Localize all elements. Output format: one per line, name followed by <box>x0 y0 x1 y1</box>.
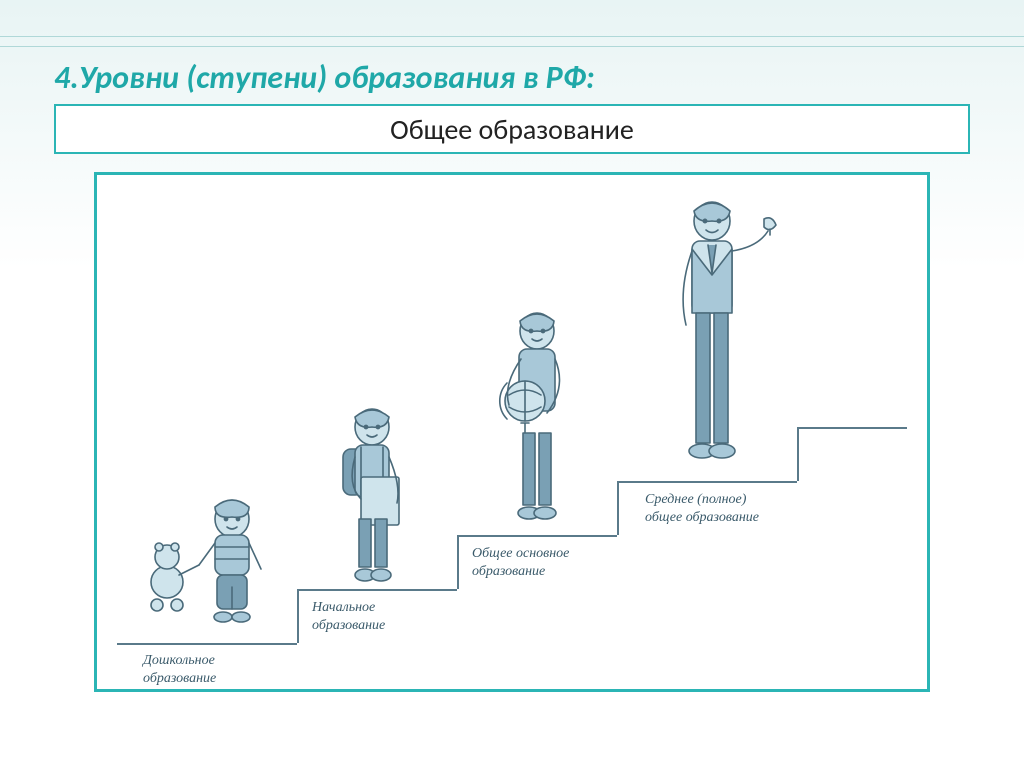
step-label: Среднее (полное)общее образование <box>645 491 759 526</box>
figure-teen_graduate <box>642 195 792 481</box>
bg-line <box>0 46 1024 47</box>
figure-schoolboy_backpack <box>317 399 427 589</box>
diagram-frame: Дошкольноеобразование Начальноеобразовани… <box>94 172 930 692</box>
stair-riser <box>457 535 459 589</box>
bg-line <box>0 36 1024 37</box>
staircase-diagram: Дошкольноеобразование Начальноеобразовани… <box>97 175 927 689</box>
stair-tread <box>797 427 907 429</box>
stair-tread <box>457 535 617 537</box>
step-label: Общее основноеобразование <box>472 545 569 580</box>
stair-tread <box>617 481 797 483</box>
subtitle-box: Общее образование <box>54 104 970 154</box>
stair-riser <box>797 427 799 481</box>
figure-boy_with_globe <box>477 305 597 535</box>
figure-toddler_with_teddy <box>137 487 287 643</box>
stair-riser <box>297 589 299 643</box>
step-label: Дошкольноеобразование <box>143 652 216 687</box>
slide-title: 4.Уровни (ступени) образования в РФ: <box>54 58 595 97</box>
stair-tread <box>117 643 297 645</box>
subtitle-text: Общее образование <box>390 112 634 147</box>
stair-riser <box>617 481 619 535</box>
step-label: Начальноеобразование <box>312 599 385 634</box>
stair-tread <box>297 589 457 591</box>
